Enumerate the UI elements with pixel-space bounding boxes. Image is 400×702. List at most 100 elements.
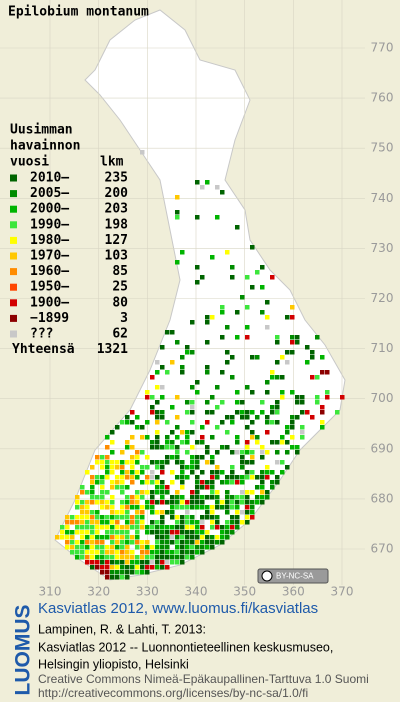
y-tick-label: 680 (371, 491, 394, 505)
record-square (185, 530, 190, 535)
record-square (285, 315, 290, 320)
legend-swatch (10, 236, 17, 244)
record-square (130, 455, 135, 460)
record-square (160, 535, 165, 540)
record-square (125, 560, 130, 565)
record-square (175, 415, 180, 420)
record-square (145, 555, 150, 560)
record-square (245, 495, 250, 500)
record-square (90, 560, 95, 565)
record-square (135, 525, 140, 530)
record-square (140, 555, 145, 560)
x-tick-label: 350 (233, 585, 256, 599)
legend-count: 127 (105, 233, 128, 248)
x-tick-label: 360 (282, 585, 305, 599)
record-square (185, 345, 190, 350)
record-square (230, 525, 235, 530)
record-square (245, 510, 250, 515)
record-square (245, 325, 250, 330)
record-square (100, 495, 105, 500)
record-square (275, 335, 280, 340)
record-square (200, 515, 205, 520)
record-square (315, 375, 320, 380)
record-square (210, 485, 215, 490)
y-tick-label: 690 (371, 441, 394, 455)
record-square (130, 445, 135, 450)
record-square (275, 405, 280, 410)
record-square (225, 430, 230, 435)
record-square (250, 390, 255, 395)
record-square (95, 510, 100, 515)
record-square (105, 545, 110, 550)
record-square (245, 425, 250, 430)
record-square (215, 535, 220, 540)
record-square (190, 405, 195, 410)
record-square (125, 500, 130, 505)
record-square (130, 505, 135, 510)
record-square (130, 465, 135, 470)
record-square (160, 485, 165, 490)
record-square (235, 500, 240, 505)
record-square (90, 525, 95, 530)
record-square (220, 400, 225, 405)
record-square (240, 410, 245, 415)
record-square (110, 495, 115, 500)
record-square (325, 390, 330, 395)
record-square (155, 385, 160, 390)
record-square (95, 545, 100, 550)
record-square (255, 440, 260, 445)
record-square (200, 505, 205, 510)
record-square (115, 575, 120, 580)
record-square (120, 485, 125, 490)
record-square (190, 400, 195, 405)
record-square (155, 445, 160, 450)
record-square (290, 315, 295, 320)
record-square (100, 540, 105, 545)
record-square (155, 560, 160, 565)
record-square (140, 570, 145, 575)
record-square (100, 565, 105, 570)
record-square (110, 440, 115, 445)
record-square (150, 410, 155, 415)
credit-link[interactable]: Kasviatlas 2012, www.luomus.fi/kasviatla… (38, 600, 318, 617)
record-square (125, 525, 130, 530)
record-square (95, 460, 100, 465)
record-square (160, 550, 165, 555)
record-square (185, 555, 190, 560)
record-square (80, 520, 85, 525)
record-square (175, 425, 180, 430)
record-square (135, 570, 140, 575)
record-square (185, 520, 190, 525)
record-square (190, 515, 195, 520)
record-square (265, 325, 270, 330)
record-square (155, 410, 160, 415)
record-square (90, 565, 95, 570)
record-square (150, 490, 155, 495)
record-square (140, 480, 145, 485)
record-square (315, 395, 320, 400)
record-square (260, 410, 265, 415)
record-square (160, 515, 165, 520)
record-square (95, 500, 100, 505)
record-square (275, 460, 280, 465)
record-square (140, 435, 145, 440)
record-square (220, 540, 225, 545)
record-square (145, 465, 150, 470)
record-square (195, 455, 200, 460)
record-square (245, 460, 250, 465)
record-square (170, 330, 175, 335)
record-square (110, 505, 115, 510)
record-square (180, 470, 185, 475)
record-square (115, 475, 120, 480)
record-square (160, 470, 165, 475)
legend-count: 3 (120, 311, 128, 326)
record-square (205, 545, 210, 550)
record-square (170, 405, 175, 410)
record-square (180, 555, 185, 560)
record-square (235, 450, 240, 455)
record-square (290, 415, 295, 420)
record-square (75, 500, 80, 505)
record-square (90, 490, 95, 495)
record-square (215, 185, 220, 190)
record-square (205, 495, 210, 500)
